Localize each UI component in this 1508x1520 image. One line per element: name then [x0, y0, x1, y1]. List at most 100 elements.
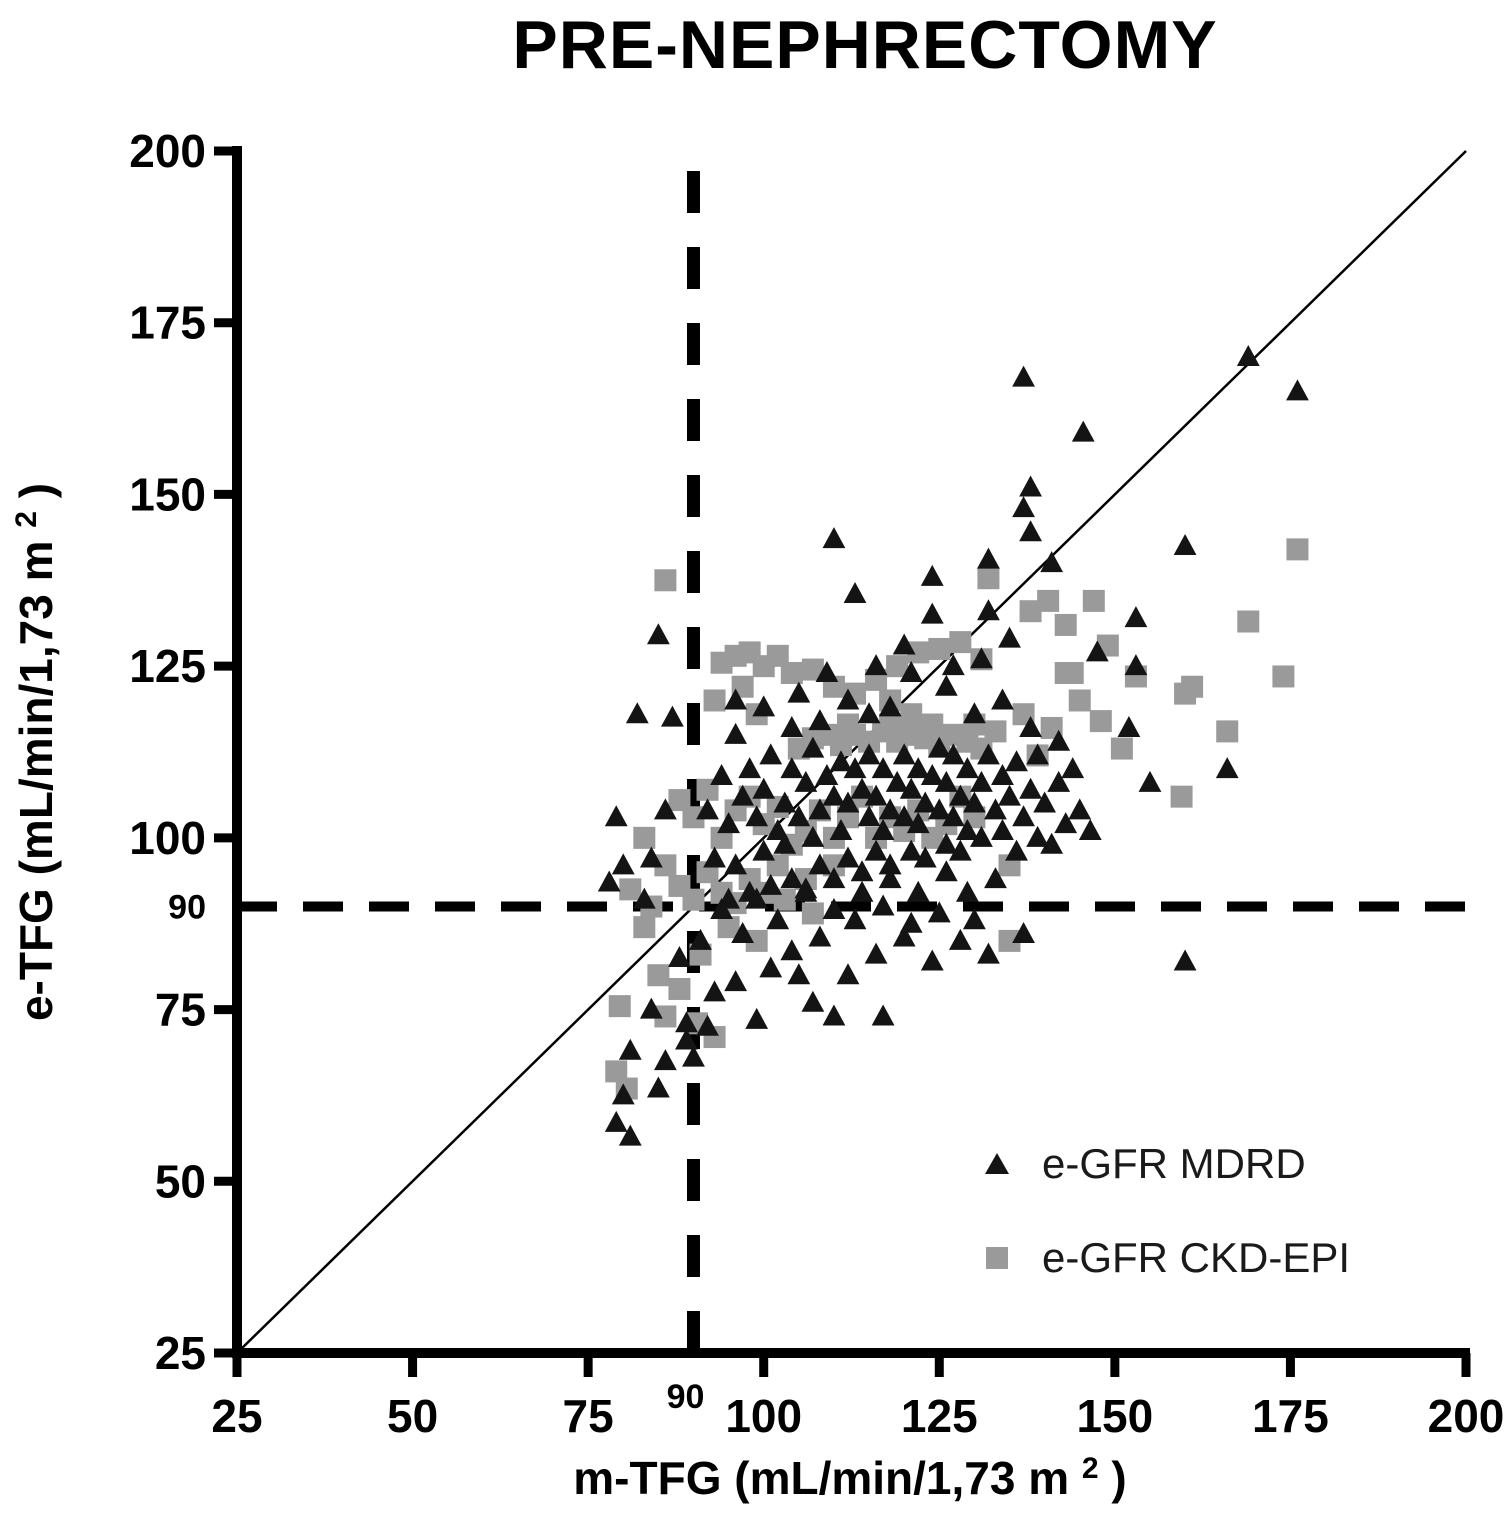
point-mdrd: [639, 846, 663, 868]
point-mdrd: [808, 709, 832, 731]
point-mdrd: [977, 547, 1000, 569]
point-ckdepi: [1170, 785, 1193, 808]
point-mdrd: [618, 1124, 642, 1146]
point-mdrd: [864, 784, 888, 806]
y-tick-label: 75: [155, 984, 206, 1036]
point-mdrd: [1040, 551, 1064, 573]
point-ckdepi: [1082, 589, 1105, 612]
x-tick-label: 100: [725, 1390, 802, 1442]
point-mdrd: [885, 770, 909, 792]
point-mdrd: [906, 812, 930, 834]
point-ckdepi: [703, 689, 726, 712]
point-mdrd: [661, 705, 684, 727]
point-mdrd: [892, 633, 916, 655]
point-mdrd: [822, 897, 846, 919]
point-mdrd: [1071, 420, 1095, 442]
point-mdrd: [1117, 715, 1141, 737]
point-mdrd: [639, 997, 663, 1019]
y-tick-label: 125: [129, 640, 206, 692]
point-mdrd: [668, 946, 691, 968]
point-mdrd: [871, 1004, 895, 1026]
point-mdrd: [857, 805, 881, 827]
x-axis-title-text: m-TFG (mL/min/1,73 m: [573, 1452, 1069, 1504]
point-ckdepi: [1068, 689, 1091, 712]
point-mdrd: [913, 791, 937, 813]
point-mdrd: [843, 582, 867, 604]
axes: [232, 146, 1470, 1358]
point-mdrd: [745, 887, 769, 909]
point-mdrd: [998, 784, 1021, 806]
point-ckdepi: [619, 878, 642, 901]
point-mdrd: [864, 654, 888, 676]
point-mdrd: [752, 777, 776, 799]
point-ckdepi: [654, 854, 677, 877]
point-mdrd: [843, 908, 867, 930]
point-mdrd: [1026, 743, 1050, 765]
axis-ticks-and-labels: 25 50 75 100 125 150 175 200 90 25 50 75 100 125 150 17…: [129, 125, 1504, 1442]
point-mdrd: [1215, 757, 1239, 779]
point-mdrd: [1026, 825, 1050, 847]
point-mdrd: [934, 674, 958, 696]
point-mdrd: [871, 894, 895, 916]
point-ckdepi: [717, 916, 740, 939]
legend: e-GFR MDRD e-GFR CKD-EPI: [985, 1140, 1350, 1281]
point-mdrd: [850, 860, 874, 882]
point-mdrd: [899, 839, 923, 861]
point-mdrd: [906, 757, 930, 779]
point-ckdepi: [977, 567, 1000, 590]
point-mdrd: [892, 925, 916, 947]
point-mdrd: [998, 626, 1021, 648]
point-mdrd: [920, 564, 944, 586]
point-mdrd: [941, 654, 965, 676]
point-mdrd: [745, 805, 769, 827]
point-mdrd: [696, 1014, 719, 1036]
point-mdrd: [829, 750, 853, 772]
point-mdrd: [850, 777, 874, 799]
x-tick-label: 75: [563, 1390, 614, 1442]
point-mdrd: [766, 818, 790, 840]
point-ckdepi: [928, 637, 951, 660]
point-mdrd: [1012, 805, 1035, 827]
point-mdrd: [843, 757, 867, 779]
point-mdrd: [1012, 922, 1035, 944]
point-mdrd: [794, 877, 818, 899]
y-tick-label-90: 90: [168, 889, 206, 927]
point-mdrd: [745, 1007, 769, 1029]
point-mdrd: [913, 846, 937, 868]
point-mdrd: [611, 1083, 635, 1105]
point-mdrd: [703, 846, 726, 868]
x-tick-label: 125: [901, 1390, 978, 1442]
point-ckdepi: [1237, 610, 1260, 633]
point-ckdepi: [654, 1005, 677, 1028]
point-mdrd: [752, 695, 776, 717]
point-mdrd: [920, 764, 944, 786]
point-ckdepi: [1174, 682, 1197, 705]
point-mdrd: [1033, 791, 1057, 813]
x-axis-title-close: ): [1111, 1452, 1126, 1504]
point-mdrd: [724, 853, 748, 875]
point-mdrd: [731, 784, 755, 806]
point-mdrd: [963, 791, 986, 813]
point-mdrd: [815, 764, 839, 786]
point-mdrd: [801, 736, 825, 758]
point-mdrd: [836, 791, 860, 813]
point-mdrd: [970, 647, 993, 669]
point-mdrd: [934, 860, 958, 882]
point-ckdepi: [900, 703, 923, 726]
point-ckdepi: [1037, 589, 1060, 612]
point-ckdepi: [1216, 720, 1239, 743]
y-axis-title-superscript: 2: [10, 511, 43, 528]
point-mdrd: [1068, 798, 1092, 820]
point-mdrd: [991, 818, 1014, 840]
point-ckdepi: [801, 902, 824, 925]
point-mdrd: [864, 942, 888, 964]
series-egfr-mdrd: [597, 345, 1309, 1146]
point-mdrd: [878, 798, 902, 820]
point-mdrd: [1012, 365, 1035, 387]
point-mdrd: [1061, 757, 1085, 779]
point-mdrd: [780, 715, 804, 737]
point-mdrd: [970, 770, 993, 792]
point-mdrd: [1078, 818, 1102, 840]
point-mdrd: [1005, 839, 1028, 861]
